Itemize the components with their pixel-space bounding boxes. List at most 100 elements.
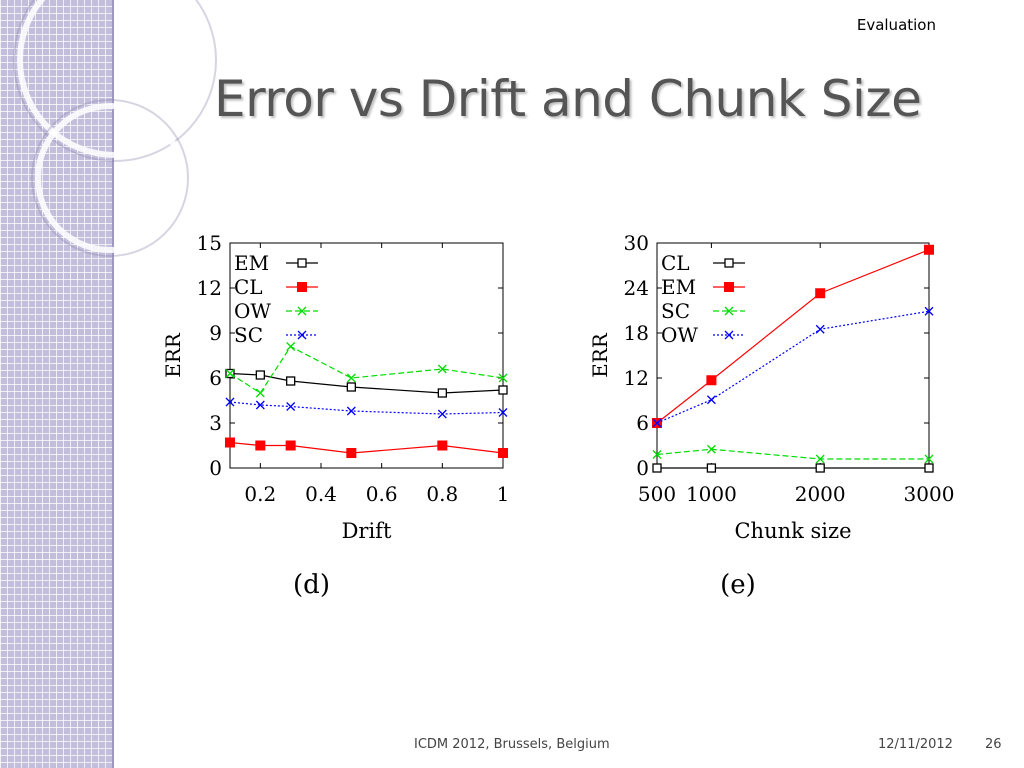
legend-label: EM bbox=[661, 275, 696, 299]
y-tick-label: 6 bbox=[636, 411, 649, 435]
x-tick-label: 1 bbox=[497, 482, 510, 506]
y-tick-label: 0 bbox=[636, 456, 649, 480]
legend-label: OW bbox=[661, 323, 698, 347]
series-cl bbox=[225, 437, 508, 458]
sidebar-divider bbox=[112, 0, 114, 768]
y-tick-label: 18 bbox=[624, 321, 649, 345]
series-cl bbox=[652, 463, 934, 473]
data-point-cl bbox=[815, 463, 825, 473]
y-tick-label: 3 bbox=[209, 411, 222, 435]
series-sc bbox=[652, 444, 934, 464]
y-tick-label: 6 bbox=[209, 366, 222, 390]
data-point-ow bbox=[924, 306, 934, 316]
legend-label: OW bbox=[234, 299, 271, 323]
legend-label: CL bbox=[234, 275, 263, 299]
legend-label: CL bbox=[661, 251, 690, 275]
data-point-ow bbox=[652, 418, 662, 428]
data-point-cl bbox=[706, 463, 717, 473]
data-point-sc bbox=[225, 397, 235, 407]
x-tick-label: 3000 bbox=[904, 482, 955, 506]
y-axis-label: ERR bbox=[588, 332, 612, 378]
legend-label: SC bbox=[661, 299, 690, 323]
data-point-cl bbox=[225, 437, 235, 448]
data-point-ow bbox=[498, 373, 508, 383]
section-label: Evaluation bbox=[856, 16, 936, 34]
footer-date: 12/11/2012 bbox=[878, 737, 953, 752]
data-point-cl bbox=[652, 463, 662, 473]
series-ow bbox=[652, 306, 934, 428]
data-point-ow bbox=[255, 388, 265, 398]
legend-marker bbox=[297, 330, 307, 340]
series-line-ow bbox=[229, 345, 504, 394]
y-axis-label: ERR bbox=[161, 332, 185, 378]
legend-label: SC bbox=[234, 323, 263, 347]
x-tick-label: 500 bbox=[638, 482, 676, 506]
data-point-cl bbox=[437, 440, 448, 451]
data-point-ow bbox=[225, 369, 235, 378]
legend-marker bbox=[724, 282, 734, 292]
legend-marker bbox=[724, 330, 734, 340]
data-point-sc bbox=[437, 409, 447, 419]
data-point-cl bbox=[346, 448, 357, 458]
data-point-em bbox=[815, 288, 826, 299]
footer-venue: ICDM 2012, Brussels, Belgium bbox=[414, 737, 610, 752]
y-tick-label: 0 bbox=[209, 456, 222, 480]
decorative-circles bbox=[13, 0, 217, 257]
data-point-ow bbox=[346, 373, 356, 383]
x-tick-label: 0.8 bbox=[426, 482, 458, 506]
data-point-sc bbox=[815, 454, 825, 464]
y-tick-label: 9 bbox=[209, 321, 222, 345]
data-point-em bbox=[346, 382, 356, 392]
data-point-cl bbox=[255, 440, 266, 451]
series-ow bbox=[225, 342, 508, 398]
legend-marker bbox=[724, 306, 734, 316]
data-point-sc bbox=[346, 406, 356, 416]
data-point-em bbox=[286, 376, 296, 386]
series-line-cl bbox=[229, 441, 504, 454]
y-tick-label: 12 bbox=[197, 276, 222, 300]
data-point-sc bbox=[652, 450, 662, 459]
slide-title: Error vs Drift and Chunk Size bbox=[214, 70, 922, 128]
legend-label: EM bbox=[234, 251, 269, 275]
data-point-cl bbox=[924, 463, 934, 473]
series-line-sc bbox=[229, 401, 504, 415]
legend-marker bbox=[297, 306, 307, 316]
plot-frame bbox=[229, 242, 504, 469]
x-tick-label: 2000 bbox=[795, 482, 846, 506]
y-tick-label: 24 bbox=[624, 276, 649, 300]
series-line-em bbox=[656, 249, 930, 424]
data-point-ow bbox=[437, 364, 447, 374]
plot-frame bbox=[656, 242, 930, 469]
series-line-ow bbox=[656, 310, 930, 424]
data-point-em bbox=[706, 375, 717, 386]
x-axis-label: Drift bbox=[342, 519, 392, 543]
data-point-sc bbox=[706, 444, 716, 454]
chart-chunk-size: 0 6 12 18 24 30 500 1000 2000 3000 Chunk size ERR (e… bbox=[588, 231, 955, 600]
legend-marker bbox=[297, 258, 307, 268]
data-point-em bbox=[255, 370, 265, 380]
data-point-ow bbox=[815, 324, 825, 334]
data-point-em bbox=[437, 388, 447, 398]
data-point-sc bbox=[498, 408, 508, 417]
chart-caption: (d) bbox=[293, 570, 330, 600]
data-point-ow bbox=[286, 342, 296, 351]
series-line-em bbox=[229, 372, 504, 394]
data-point-cl bbox=[498, 448, 508, 458]
y-tick-label: 12 bbox=[624, 366, 649, 390]
legend-marker bbox=[297, 282, 307, 292]
series-line-sc bbox=[656, 448, 929, 460]
y-tick-label: 30 bbox=[624, 231, 649, 255]
x-axis-label: Chunk size bbox=[734, 519, 851, 543]
data-point-ow bbox=[706, 395, 716, 405]
legend-marker bbox=[724, 258, 734, 268]
y-tick-label: 15 bbox=[197, 231, 222, 255]
x-tick-label: 0.4 bbox=[305, 482, 337, 506]
data-point-em bbox=[924, 244, 934, 255]
x-tick-label: 1000 bbox=[686, 482, 737, 506]
data-point-em bbox=[498, 385, 508, 395]
x-tick-label: 0.6 bbox=[366, 482, 398, 506]
data-point-sc bbox=[286, 402, 296, 411]
